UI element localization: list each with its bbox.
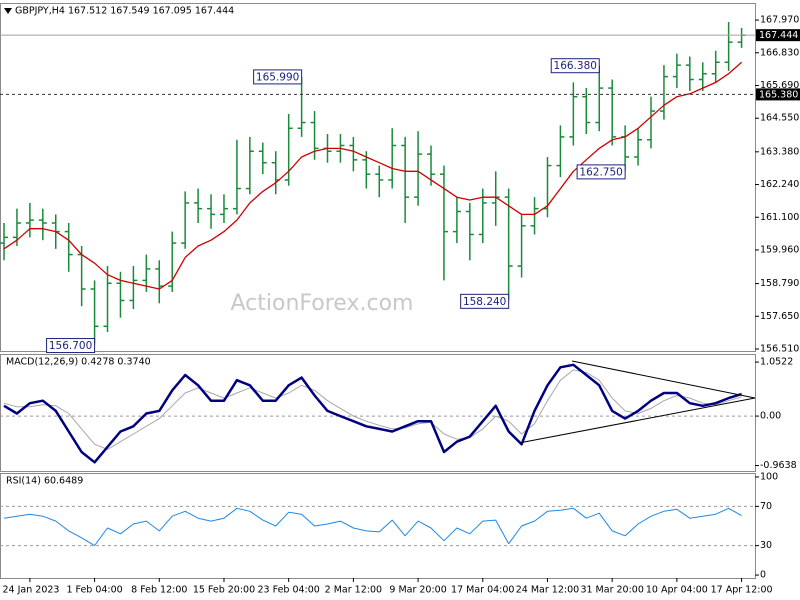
y-tick-label: 30 xyxy=(760,540,772,551)
annotation: 166.380 xyxy=(554,60,597,72)
line xyxy=(3,507,742,547)
price-label: 165.380 xyxy=(759,89,798,100)
y-tick-label: 0.00 xyxy=(760,411,781,422)
y-tick-label: 157.650 xyxy=(760,311,799,322)
annotation-box xyxy=(460,293,510,309)
x-tick-label: 2 Mar 12:00 xyxy=(325,585,382,596)
y-tick-label: 164.550 xyxy=(760,113,799,124)
trendline xyxy=(518,397,756,444)
annotation: 158.240 xyxy=(463,296,506,308)
menu-icon xyxy=(4,8,12,14)
panel-title: RSI(14) 60.6489 xyxy=(6,476,83,487)
y-tick-label: 161.100 xyxy=(760,212,799,223)
y-tick-label: 162.240 xyxy=(760,179,799,190)
price-label-box xyxy=(756,88,800,101)
y-tick-label: 159.960 xyxy=(760,244,799,255)
x-tick-label: 1 Feb 04:00 xyxy=(66,585,122,596)
y-tick-label: 167.970 xyxy=(760,15,799,26)
price-panel xyxy=(0,3,756,352)
annotation: 165.990 xyxy=(256,71,299,83)
annotation-box xyxy=(576,164,626,180)
x-tick-label: 8 Feb 12:00 xyxy=(131,585,187,596)
macd-panel xyxy=(0,354,756,472)
line xyxy=(3,369,742,450)
y-tick-label: 70 xyxy=(760,501,772,512)
rsi-panel xyxy=(0,473,756,579)
x-tick-label: 9 Mar 20:00 xyxy=(389,585,446,596)
x-tick-label: 10 Apr 04:00 xyxy=(646,585,708,596)
annotation: 162.750 xyxy=(579,166,622,178)
x-tick-label: 24 Jan 2023 xyxy=(3,585,60,596)
y-tick-label: 158.790 xyxy=(760,278,799,289)
y-tick-label: 156.510 xyxy=(760,343,799,354)
annotation-box xyxy=(550,58,600,74)
x-tick-label: 17 Mar 04:00 xyxy=(451,585,514,596)
annotation-box xyxy=(253,69,303,85)
x-tick-label: 31 Mar 20:00 xyxy=(580,585,643,596)
annotation-box xyxy=(46,338,96,354)
y-tick-label: 1.0522 xyxy=(760,357,793,368)
line xyxy=(3,61,743,290)
price-label-box xyxy=(756,29,800,42)
y-tick-label: 100 xyxy=(760,471,778,482)
x-tick-label: 17 Apr 12:00 xyxy=(711,585,773,596)
y-tick-label: 166.830 xyxy=(760,47,799,58)
plot-layer: 167.970 166.830 165.690 164.550 163.380 162.2… xyxy=(0,6,800,596)
y-tick-label: 0 xyxy=(760,570,766,581)
x-tick-label: 24 Mar 12:00 xyxy=(516,585,579,596)
y-tick-label: 165.690 xyxy=(760,80,799,91)
watermark: ActionForex.com xyxy=(231,291,414,316)
line xyxy=(3,363,742,464)
annotation: 156.700 xyxy=(49,340,92,352)
x-tick-label: 23 Feb 04:00 xyxy=(258,585,320,596)
panel-title: GBPJPY,H4 167.512 167.549 167.095 167.44… xyxy=(15,6,234,17)
trendline xyxy=(571,360,756,399)
panel-title: MACD(12,26,9) 0.4278 0.3740 xyxy=(6,357,151,368)
y-tick-label: 163.380 xyxy=(760,146,799,157)
y-tick-label: -0.9638 xyxy=(760,460,797,471)
price-label: 167.444 xyxy=(759,30,798,41)
x-tick-label: 15 Feb 20:00 xyxy=(193,585,255,596)
